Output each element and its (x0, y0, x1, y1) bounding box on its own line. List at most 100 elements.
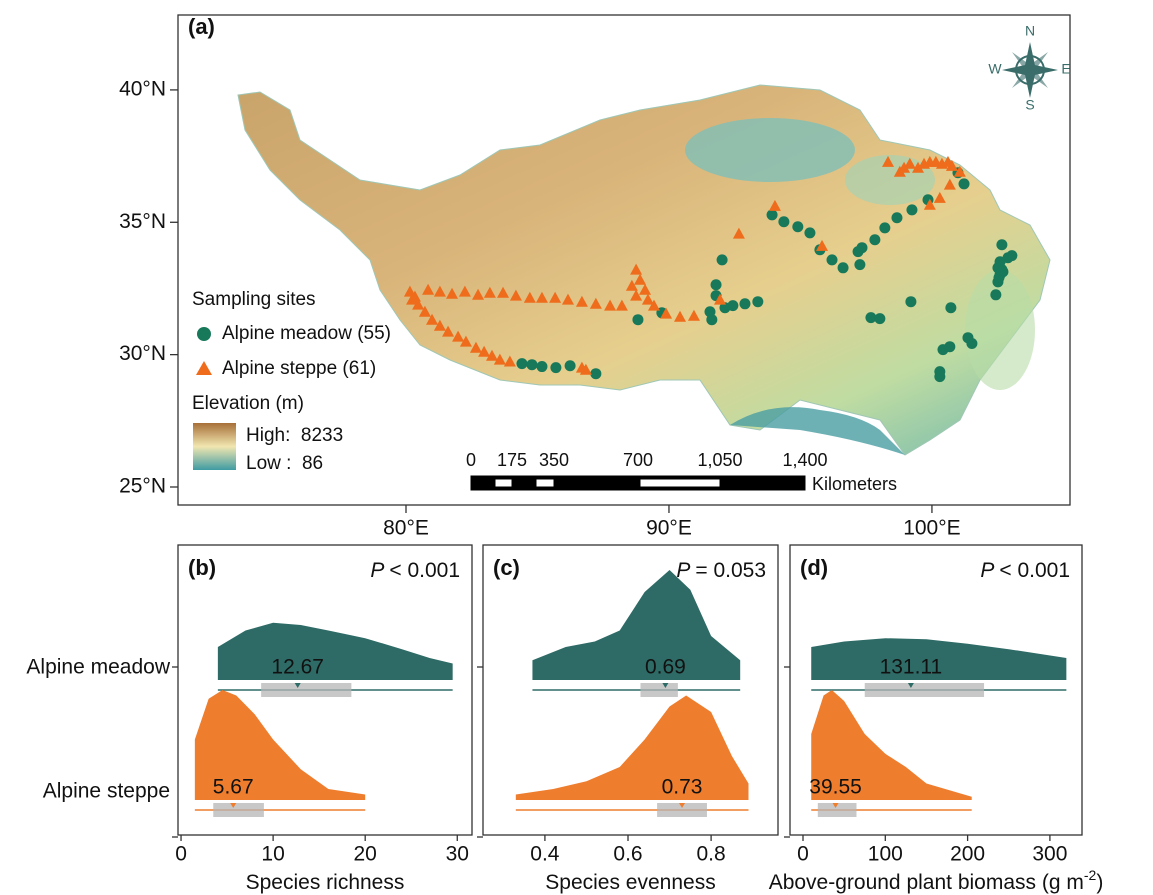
compass-e: E (1061, 61, 1070, 77)
elevation-high: High: 8233 (246, 425, 343, 446)
p-text: < 0.001 (999, 559, 1070, 582)
compass-w: W (988, 61, 1002, 77)
x-tick-label: 200 (950, 843, 985, 866)
site-marker (945, 302, 956, 313)
p-value: P< 0.001 (980, 559, 1070, 582)
x-tick-label: 90°E (646, 517, 692, 540)
site-marker (727, 300, 738, 311)
x-tick-label: 20 (354, 843, 377, 866)
y-tick-label: 25°N (119, 475, 166, 498)
p-text: = 0.053 (695, 559, 766, 582)
site-marker (550, 362, 561, 373)
density (532, 570, 740, 680)
x-tick-label: 100 (868, 843, 903, 866)
legend-marker (196, 361, 212, 375)
scale-bar (471, 476, 805, 490)
median-label: 0.69 (645, 656, 686, 679)
scale-label: 0 (466, 450, 476, 470)
site-marker (632, 314, 643, 325)
site-marker (717, 254, 728, 265)
site-marker (536, 361, 547, 372)
y-tick-label: 40°N (119, 77, 166, 100)
elevation-title: Elevation (m) (192, 393, 304, 414)
compass (1002, 42, 1058, 98)
site-marker (752, 296, 763, 307)
x-tick-label: 300 (1032, 843, 1067, 866)
legend-title: Sampling sites (192, 289, 316, 310)
site-marker (711, 279, 722, 290)
x-title-text: Above-ground plant biomass (g m (769, 871, 1084, 894)
p-text: < 0.001 (389, 559, 460, 582)
scale-label: 1,400 (782, 450, 827, 470)
x-axis-title: Species richness (246, 871, 405, 894)
site-marker (854, 259, 865, 270)
figure: (a) N E S W Sampling sites Alpine meadow… (0, 0, 1153, 895)
x-tick-label: 10 (261, 843, 284, 866)
site-marker (990, 289, 1001, 300)
site-marker (944, 341, 955, 352)
site-marker (996, 264, 1007, 275)
x-title-text: Species richness (246, 871, 405, 894)
compass-s: S (1025, 97, 1034, 113)
density (516, 696, 749, 801)
elevation-ramp (193, 423, 236, 470)
site-marker (856, 242, 867, 253)
scale-label: 175 (497, 450, 527, 470)
scale-label: 1,050 (697, 450, 742, 470)
x-tick-label: 0 (175, 843, 187, 866)
p-value: P< 0.001 (370, 559, 460, 582)
x-tick-label: 30 (446, 843, 469, 866)
x-axis-title: Species evenness (545, 871, 715, 894)
panel-label: (b) (188, 555, 216, 580)
y-tick-label: 35°N (119, 210, 166, 233)
site-marker (879, 222, 890, 233)
scale-label: 700 (623, 450, 653, 470)
site-marker (874, 313, 885, 324)
p-symbol: P (980, 559, 994, 582)
site-marker (767, 209, 778, 220)
lowland (965, 270, 1035, 390)
site-marker (966, 338, 977, 349)
density (218, 623, 453, 680)
x-title-text: Species evenness (545, 871, 715, 894)
site-marker (1006, 250, 1017, 261)
plateau (238, 85, 1050, 455)
x-title-sup: -2 (1084, 867, 1097, 883)
scale-unit: Kilometers (812, 474, 897, 494)
x-tick-label: 100°E (903, 517, 960, 540)
site-marker (934, 371, 945, 382)
site-marker (959, 178, 970, 189)
box (213, 803, 264, 817)
median-label: 39.55 (809, 776, 862, 799)
p-value: P= 0.053 (676, 559, 766, 582)
site-marker (526, 359, 537, 370)
site-marker (739, 298, 750, 309)
median-label: 12.67 (271, 656, 324, 679)
p-symbol: P (676, 559, 690, 582)
panel-label: (d) (800, 555, 828, 580)
x-tick-label: 0.6 (613, 843, 642, 866)
y-tick-label: 30°N (119, 342, 166, 365)
basin (685, 118, 855, 182)
panel-label: (c) (493, 555, 520, 580)
page: {"chart_data": [ {"type": "map", "panel_… (0, 0, 1153, 895)
site-marker (590, 368, 601, 379)
elevation-low: Low : 86 (246, 453, 323, 474)
median-label: 5.67 (213, 776, 254, 799)
site-marker (827, 254, 838, 265)
y-tick-label: Alpine meadow (26, 656, 170, 679)
site-marker (869, 234, 880, 245)
x-tick-label: 0 (797, 843, 809, 866)
x-title-tail: ) (1096, 871, 1103, 894)
box (261, 683, 351, 697)
site-marker (996, 239, 1007, 250)
box (865, 683, 984, 697)
site-marker (838, 262, 849, 273)
y-tick-label: Alpine steppe (43, 780, 170, 803)
site-marker (804, 227, 815, 238)
panel-label: (a) (188, 14, 215, 39)
x-tick-label: 80°E (383, 517, 429, 540)
legend-label: Alpine meadow (55) (222, 323, 391, 344)
median-label: 0.73 (662, 776, 703, 799)
legend-marker (197, 327, 211, 341)
